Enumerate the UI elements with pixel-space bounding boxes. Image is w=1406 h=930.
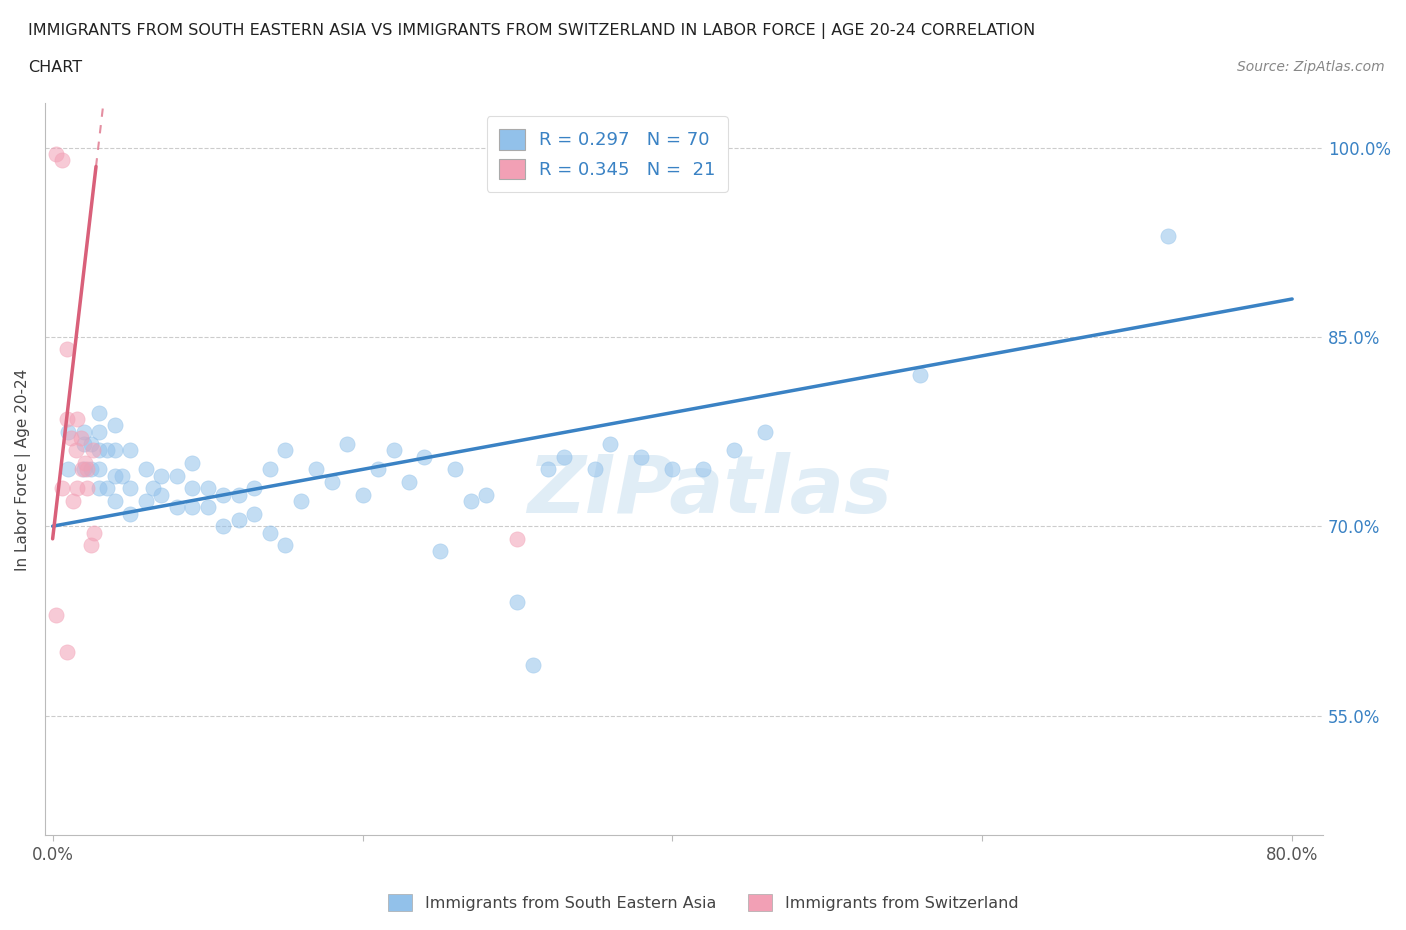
Point (181, 481, 204, 496)
Point (66, 411, 89, 426)
Point (62, 494, 84, 509)
Point (506, 531, 529, 546)
Y-axis label: In Labor Force | Age 20-24: In Labor Force | Age 20-24 (15, 368, 31, 570)
Point (82, 443, 104, 458)
Point (72, 462, 94, 477)
Point (80, 538, 103, 552)
Point (56, 462, 79, 477)
Point (599, 437, 621, 452)
Point (398, 474, 420, 489)
Point (76, 481, 98, 496)
Point (76, 462, 98, 477)
Point (352, 487, 374, 502)
Point (60, 431, 83, 445)
Point (367, 462, 389, 477)
Point (150, 469, 173, 484)
Point (51, 481, 73, 496)
Point (87, 424, 110, 439)
Point (104, 443, 127, 458)
Point (51, 153, 73, 167)
Point (104, 494, 127, 509)
Point (181, 456, 204, 471)
Point (166, 499, 188, 514)
Point (66, 481, 89, 496)
Point (55, 411, 77, 426)
Point (135, 494, 157, 509)
Point (104, 469, 127, 484)
Point (45, 607, 67, 622)
Point (274, 538, 297, 552)
Point (181, 499, 204, 514)
Point (382, 443, 405, 458)
Point (661, 462, 683, 477)
Point (120, 443, 142, 458)
Text: IMMIGRANTS FROM SOUTH EASTERN ASIA VS IMMIGRANTS FROM SWITZERLAND IN LABOR FORCE: IMMIGRANTS FROM SOUTH EASTERN ASIA VS IM… (28, 23, 1035, 39)
Point (228, 487, 250, 502)
Point (135, 462, 157, 477)
Point (104, 418, 127, 432)
Point (243, 481, 266, 496)
Legend: Immigrants from South Eastern Asia, Immigrants from Switzerland: Immigrants from South Eastern Asia, Immi… (381, 888, 1025, 917)
Point (166, 469, 188, 484)
Point (96, 443, 118, 458)
Point (65, 443, 87, 458)
Point (243, 506, 266, 521)
Point (274, 443, 297, 458)
Point (336, 437, 359, 452)
Point (83, 525, 105, 540)
Point (305, 462, 328, 477)
Point (259, 462, 281, 477)
Point (475, 487, 498, 502)
Point (553, 449, 575, 464)
Point (290, 494, 312, 509)
Point (120, 481, 142, 496)
Point (80, 437, 103, 452)
Point (111, 469, 134, 484)
Point (87, 443, 110, 458)
Point (87, 481, 110, 496)
Point (910, 367, 932, 382)
Point (413, 449, 436, 464)
Point (197, 499, 219, 514)
Point (55, 645, 77, 660)
Point (120, 506, 142, 521)
Point (45, 146, 67, 161)
Point (142, 481, 165, 496)
Point (69, 431, 91, 445)
Point (259, 525, 281, 540)
Point (96, 481, 118, 496)
Point (537, 462, 560, 477)
Point (444, 462, 467, 477)
Point (723, 443, 745, 458)
Point (72, 424, 94, 439)
Point (522, 658, 544, 672)
Point (150, 487, 173, 502)
Text: Source: ZipAtlas.com: Source: ZipAtlas.com (1237, 60, 1385, 74)
Text: ZIPatlas: ZIPatlas (527, 452, 891, 530)
Point (87, 405, 110, 420)
Point (72, 437, 94, 452)
Point (87, 462, 110, 477)
Point (754, 424, 776, 439)
Point (55, 342, 77, 357)
Point (429, 544, 451, 559)
Point (630, 449, 652, 464)
Point (583, 462, 606, 477)
Point (212, 487, 235, 502)
Point (80, 462, 103, 477)
Point (212, 519, 235, 534)
Point (70, 462, 93, 477)
Point (321, 474, 343, 489)
Point (228, 512, 250, 527)
Text: CHART: CHART (28, 60, 82, 75)
Point (506, 594, 529, 609)
Point (197, 481, 219, 496)
Point (56, 424, 79, 439)
Point (1157, 229, 1180, 244)
Point (460, 494, 482, 509)
Point (75, 456, 97, 471)
Legend: R = 0.297   N = 70, R = 0.345   N =  21: R = 0.297 N = 70, R = 0.345 N = 21 (486, 116, 728, 193)
Point (692, 462, 714, 477)
